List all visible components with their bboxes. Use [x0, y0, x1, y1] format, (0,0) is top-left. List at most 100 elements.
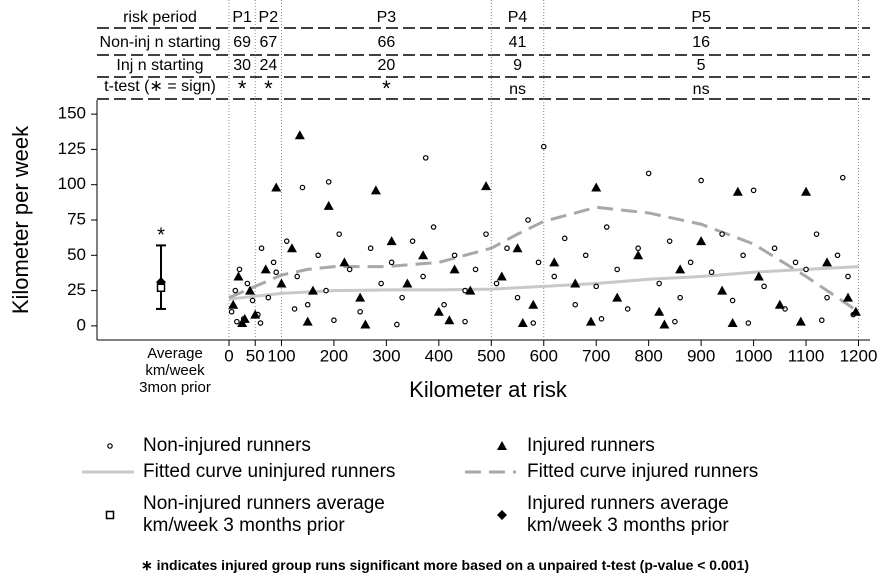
point — [514, 294, 521, 301]
point — [528, 299, 539, 309]
point — [378, 280, 384, 287]
table-cell: 66 — [377, 34, 395, 51]
point — [845, 273, 851, 280]
table-cell: 69 — [233, 34, 251, 51]
point — [304, 301, 311, 308]
point — [572, 301, 579, 308]
legend-swatch — [107, 443, 113, 449]
point — [244, 280, 251, 287]
point — [465, 285, 476, 295]
point — [357, 308, 363, 315]
period-label: P1 — [232, 9, 252, 26]
point — [370, 185, 381, 195]
legend-swatch — [497, 441, 507, 450]
x-tick-label: 700 — [582, 346, 610, 365]
point — [258, 245, 265, 252]
point — [850, 306, 861, 316]
table-cell: 24 — [259, 57, 277, 74]
point — [451, 252, 458, 259]
point — [591, 182, 602, 192]
legend-swatch — [105, 510, 115, 520]
point — [323, 287, 329, 294]
point — [232, 287, 239, 294]
point — [792, 259, 799, 266]
period-label: P3 — [377, 9, 397, 26]
point — [732, 186, 743, 196]
point — [323, 200, 334, 210]
table-header: risk period — [123, 9, 197, 26]
table-cell: 9 — [513, 57, 522, 74]
point — [675, 264, 686, 274]
legend-label: Injured runners — [527, 435, 655, 456]
point — [530, 320, 537, 326]
point — [315, 252, 321, 259]
point — [633, 250, 644, 260]
point — [740, 252, 746, 259]
point — [666, 238, 673, 244]
y-axis-label: Kilometer per week — [8, 125, 33, 314]
legend-label: Injured runners average km/week 3 months… — [527, 493, 729, 536]
point — [612, 292, 623, 302]
point — [302, 316, 313, 326]
point — [291, 306, 298, 312]
point — [717, 285, 728, 295]
point — [420, 273, 426, 280]
point — [818, 317, 825, 324]
point — [839, 174, 846, 181]
point — [549, 257, 560, 267]
point — [402, 278, 413, 288]
point — [824, 294, 830, 301]
point — [325, 179, 332, 185]
point — [307, 285, 318, 295]
table-cell: * — [382, 76, 391, 101]
point — [249, 297, 256, 304]
point — [540, 143, 547, 150]
fitted-curve — [228, 265, 859, 301]
point — [294, 273, 300, 280]
footnote: ∗ indicates injured group runs significa… — [140, 557, 749, 573]
legend-label: Fitted curve injured runners — [527, 461, 759, 482]
point — [753, 271, 764, 281]
point — [496, 271, 507, 281]
point — [771, 245, 778, 252]
point — [483, 231, 489, 237]
point — [481, 181, 492, 191]
point — [422, 155, 429, 161]
point — [585, 316, 596, 326]
point — [418, 250, 429, 260]
point — [761, 283, 767, 290]
point — [156, 283, 166, 293]
point — [233, 271, 244, 281]
point — [822, 257, 833, 267]
period-label: P5 — [691, 9, 711, 26]
point — [270, 259, 277, 266]
point — [472, 266, 479, 273]
x-tick-label: 500 — [477, 346, 505, 365]
y-tick-label: 25 — [67, 280, 86, 299]
point — [228, 308, 235, 315]
y-tick-label: 0 — [77, 315, 86, 334]
point — [236, 266, 243, 273]
point — [386, 236, 397, 246]
x-tick-label: 300 — [372, 346, 400, 365]
point — [273, 269, 280, 276]
legend-label: Non-injured runners average km/week 3 mo… — [143, 493, 385, 536]
row-label: t-test (∗ = sign) — [104, 78, 216, 95]
point — [331, 317, 337, 324]
point — [551, 273, 558, 280]
point — [234, 318, 240, 325]
point — [430, 224, 437, 230]
point — [286, 243, 297, 253]
point — [250, 309, 261, 319]
point — [656, 280, 662, 287]
fitted-curve — [228, 205, 860, 314]
table-cell: 16 — [692, 34, 710, 51]
point — [399, 294, 405, 301]
point — [493, 280, 500, 287]
x-tick-label: 0 — [224, 346, 233, 365]
point — [433, 306, 444, 316]
average-label: Average km/week 3mon prior — [139, 345, 211, 396]
y-tick-label: 75 — [67, 209, 86, 228]
point — [360, 319, 371, 329]
